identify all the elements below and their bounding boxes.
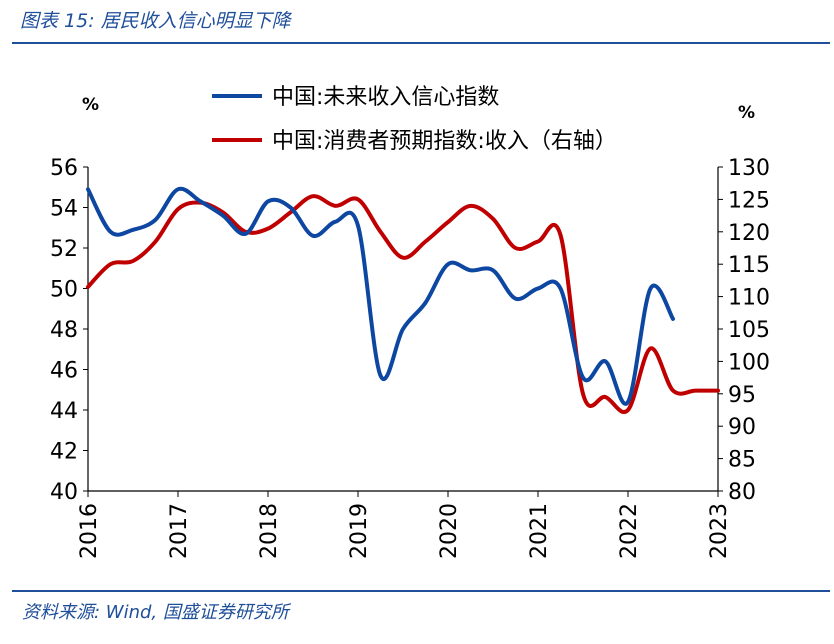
x-tick-label: 2022 bbox=[617, 503, 642, 559]
left-tick-label: 54 bbox=[50, 197, 78, 222]
left-tick-label: 40 bbox=[50, 480, 78, 505]
right-tick-label: 100 bbox=[728, 350, 770, 375]
right-tick-label: 90 bbox=[728, 415, 756, 440]
left-tick-label: 42 bbox=[50, 440, 78, 465]
x-tick-label: 2018 bbox=[257, 503, 282, 559]
axes: 40 42 44 46 48 50 52 54 56 80 85 90 95 100 105 110 115 12… bbox=[50, 156, 770, 559]
bottom-rule bbox=[12, 590, 830, 592]
right-tick-label: 125 bbox=[728, 188, 770, 213]
right-tick-label: 95 bbox=[728, 383, 756, 408]
right-tick-label: 115 bbox=[728, 253, 770, 278]
x-tick-label: 2016 bbox=[77, 503, 102, 559]
left-tick-label: 48 bbox=[50, 318, 78, 343]
series-line-consumer-income-expectation bbox=[86, 194, 720, 414]
left-tick-label: 44 bbox=[50, 399, 78, 424]
right-tick-label: 105 bbox=[728, 318, 770, 343]
x-tick-label: 2020 bbox=[437, 503, 462, 559]
x-tick-label: 2021 bbox=[527, 503, 552, 559]
left-tick-label: 52 bbox=[50, 237, 78, 262]
legend-label: 中国:未来收入信心指数 bbox=[272, 85, 499, 110]
legend-label: 中国:消费者预期指数:收入（右轴） bbox=[272, 129, 617, 154]
right-tick-label: 85 bbox=[728, 448, 756, 473]
line-chart: 40 42 44 46 48 50 52 54 56 80 85 90 95 100 105 110 115 12… bbox=[50, 85, 770, 559]
right-tick-label: 120 bbox=[728, 221, 770, 246]
left-tick-label: 46 bbox=[50, 359, 78, 384]
series-line-income-confidence bbox=[86, 186, 675, 406]
left-axis-unit: % bbox=[82, 95, 99, 115]
x-tick-label: 2019 bbox=[347, 503, 372, 559]
series-lines bbox=[86, 186, 720, 414]
left-tick-label: 50 bbox=[50, 278, 78, 303]
right-tick-label: 110 bbox=[728, 286, 770, 311]
right-tick-label: 80 bbox=[728, 480, 756, 505]
x-tick-label: 2023 bbox=[707, 503, 732, 559]
figure-title: 图表 15: 居民收入信心明显下降 bbox=[20, 10, 291, 32]
right-tick-label: 130 bbox=[728, 156, 770, 181]
top-rule bbox=[12, 42, 830, 44]
figure-source: 资料来源: Wind, 国盛证券研究所 bbox=[22, 602, 289, 623]
x-tick-label: 2017 bbox=[167, 503, 192, 559]
left-tick-label: 56 bbox=[50, 156, 78, 181]
right-axis-unit: % bbox=[738, 103, 755, 123]
